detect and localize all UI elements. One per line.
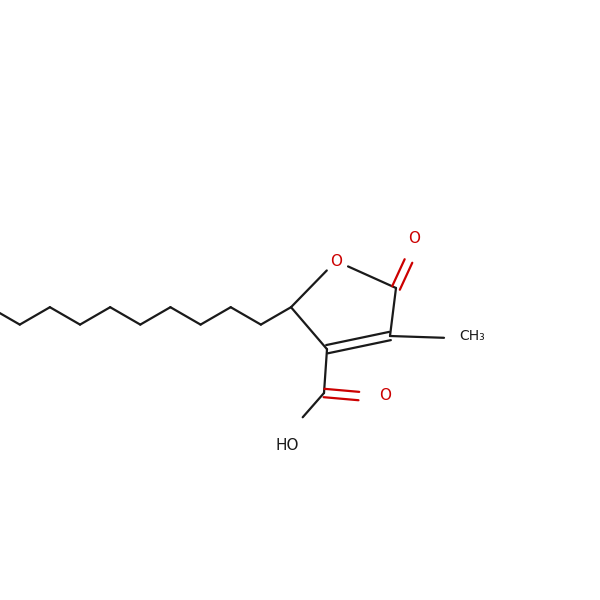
Text: O: O	[379, 389, 391, 403]
Text: CH₃: CH₃	[459, 329, 485, 343]
Text: HO: HO	[275, 438, 299, 453]
Text: O: O	[408, 230, 420, 246]
Text: O: O	[330, 253, 342, 269]
